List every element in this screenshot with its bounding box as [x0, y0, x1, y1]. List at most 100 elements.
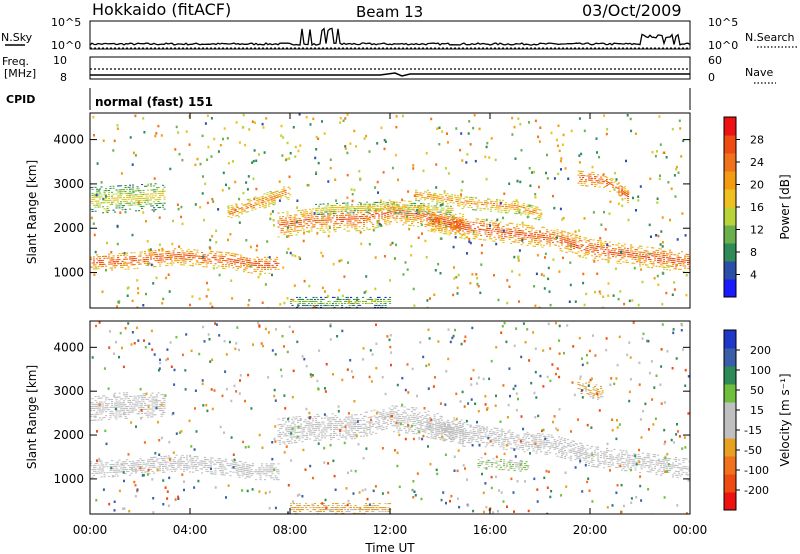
data-cell-band-7 [333, 211, 336, 213]
data-cell-band-6 [99, 192, 102, 194]
data-cell-band-3 [586, 246, 589, 248]
data-cell-band-8 [333, 300, 336, 302]
data-cell-band-2 [289, 231, 292, 233]
data-cell-band-0 [247, 259, 250, 261]
data-cell-band-0 [249, 464, 252, 466]
data-cell-band-3 [474, 228, 477, 230]
data-cell-band-4 [490, 202, 493, 204]
data-cell-band-3 [531, 233, 534, 235]
data-cell-band-3 [570, 249, 573, 251]
data-cell-band-4 [485, 202, 488, 204]
data-cell-band-4 [529, 210, 532, 212]
data-cell-band-2 [435, 226, 438, 228]
data-cell-band-3 [615, 252, 618, 254]
data-cell-band-3 [445, 233, 448, 235]
data-cell-band-3 [567, 248, 570, 250]
data-cell-band-2 [408, 224, 411, 226]
data-cell-band-2 [303, 211, 306, 213]
data-cell-band-0 [232, 463, 235, 465]
data-cell-band-3 [468, 231, 471, 233]
data-cell-band-0 [178, 458, 181, 460]
data-cell-band-0 [244, 467, 247, 469]
data-cell-band-0 [195, 460, 198, 462]
data-cell-band-0 [250, 266, 253, 268]
data-cell-band-7 [423, 205, 426, 207]
data-cell-scatter [196, 157, 199, 161]
data-cell-scatter [671, 127, 674, 131]
data-cell-band-3 [481, 219, 484, 221]
data-cell-band-0 [114, 469, 117, 471]
data-cell-band-0 [246, 464, 249, 466]
data-cell-scatter [246, 263, 249, 267]
data-cell-band-4 [517, 205, 520, 207]
data-cell-band-4 [503, 209, 506, 211]
data-cell-band-3 [562, 234, 565, 236]
data-cell-band-1 [268, 201, 271, 203]
data-cell-band-8 [362, 302, 365, 304]
data-cell-band-0 [241, 258, 244, 260]
data-cell-band-0 [184, 252, 187, 254]
data-cell-band-2 [459, 229, 462, 231]
data-cell-band-6 [118, 207, 121, 209]
data-cell-band-6 [147, 201, 150, 203]
data-cell-band-0 [160, 261, 163, 263]
data-cell-band-1 [280, 427, 283, 429]
data-cell-band-0 [193, 456, 196, 458]
data-cell-band-4 [523, 205, 526, 207]
data-cell-band-6 [109, 187, 112, 189]
data-cell-band-2 [282, 221, 285, 223]
data-cell-band-6 [141, 196, 144, 198]
data-cell-scatter [196, 259, 199, 263]
data-cell-band-1 [289, 426, 292, 428]
data-cell-band-0 [180, 254, 183, 256]
data-cell-band-2 [354, 228, 357, 230]
colorbar-segment [724, 171, 736, 190]
data-cell-scatter [158, 243, 161, 246]
data-cell-band-0 [159, 263, 162, 265]
data-cell-band-0 [133, 470, 136, 472]
data-cell-band-2 [336, 217, 339, 219]
data-cell-band-7 [355, 206, 358, 208]
data-cell-band-0 [210, 461, 213, 463]
data-cell-band-0 [150, 254, 153, 256]
data-cell-band-1 [292, 430, 295, 432]
data-cell-band-6 [162, 190, 165, 192]
data-cell-scatter [181, 222, 184, 226]
data-cell-band-0 [135, 462, 138, 464]
data-cell-band-5 [589, 177, 592, 179]
data-cell-band-3 [591, 251, 594, 253]
data-cell-band-3 [486, 223, 489, 225]
data-cell-scatter [430, 228, 433, 231]
data-cell-band-2 [426, 218, 429, 220]
data-cell-scatter [528, 204, 531, 207]
data-cell-band-3 [462, 218, 465, 220]
data-cell-band-3 [634, 253, 637, 255]
data-cell-band-0 [259, 477, 262, 479]
data-cell-band-8 [297, 302, 300, 304]
data-cell-band-2 [292, 224, 295, 226]
data-cell-band-6 [153, 185, 156, 187]
data-cell-band-1 [272, 200, 275, 202]
data-cell-band-0 [111, 267, 114, 269]
data-cell-band-3 [684, 261, 687, 263]
data-cell-band-0 [129, 258, 132, 260]
data-cell-band-3 [559, 236, 562, 238]
data-cell-band-2 [460, 223, 463, 225]
data-cell-band-2 [423, 215, 426, 217]
data-cell-band-2 [349, 224, 352, 226]
data-cell-band-0 [235, 466, 238, 468]
data-cell-band-0 [259, 270, 262, 272]
data-cell-band-2 [339, 207, 342, 209]
data-cell-scatter [614, 171, 617, 175]
data-cell-scatter [424, 239, 427, 243]
data-cell-band-1 [289, 424, 292, 426]
data-cell-band-3 [507, 232, 510, 234]
data-cell-band-7 [390, 208, 393, 210]
data-cell-band-5 [589, 173, 592, 175]
data-cell-band-2 [333, 227, 336, 229]
data-cell-band-2 [325, 227, 328, 229]
data-cell-band-4 [431, 200, 434, 202]
data-cell-band-5 [624, 194, 627, 196]
data-cell-scatter [598, 290, 601, 293]
data-cell-band-4 [539, 215, 542, 217]
